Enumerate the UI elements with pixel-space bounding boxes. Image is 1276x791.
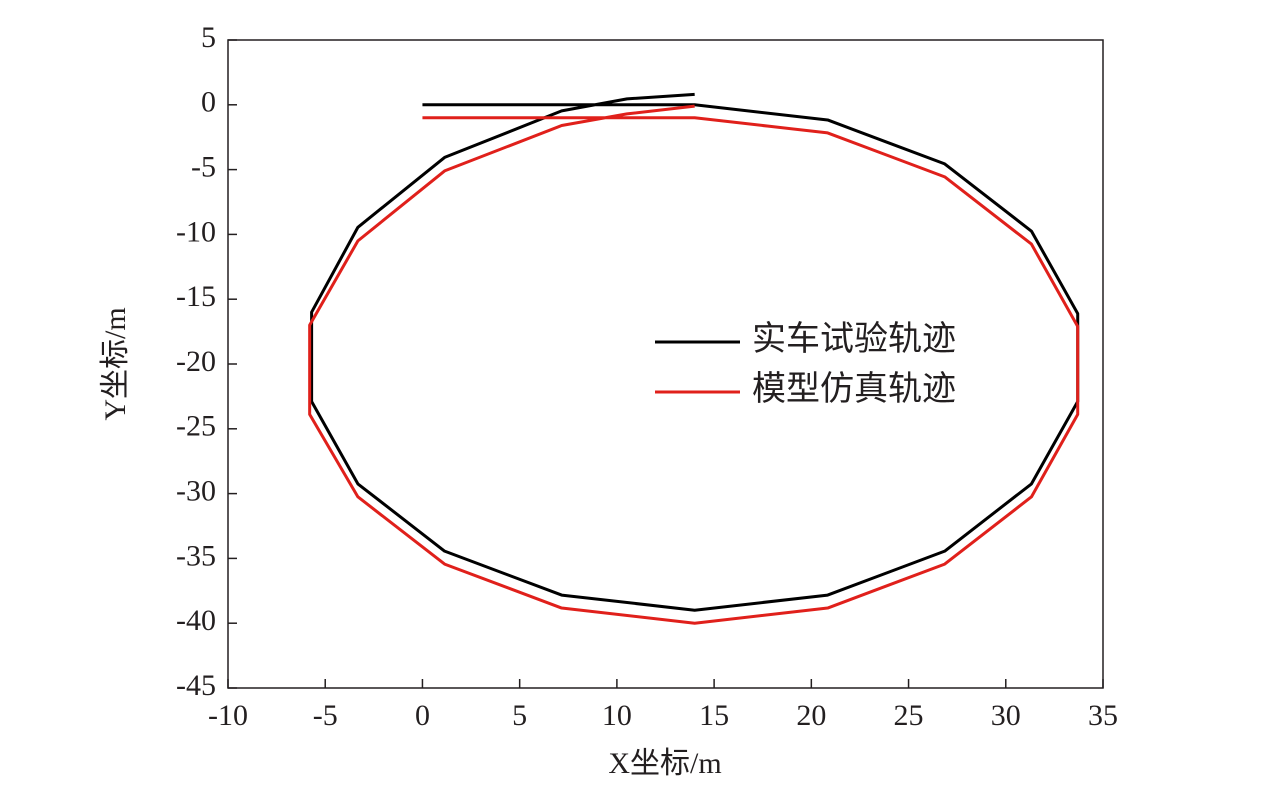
x-tick-label: 10 (602, 699, 632, 732)
y-tick-label: -30 (176, 474, 216, 507)
y-tick-label: 5 (201, 21, 216, 54)
legend-label: 实车试验轨迹 (752, 320, 956, 358)
y-axis-label: Y坐标/m (99, 307, 132, 420)
y-tick-label: -45 (176, 669, 216, 702)
trajectory-line (308, 104, 1080, 625)
y-tick-label: -10 (176, 215, 216, 248)
y-tick-label: 0 (201, 86, 216, 119)
x-tick-label: 25 (894, 699, 924, 732)
y-tick-label: -35 (176, 539, 216, 572)
y-tick-label: -40 (176, 604, 216, 637)
y-tick-label: -15 (176, 280, 216, 313)
x-tick-label: -5 (313, 699, 338, 732)
x-tick-label: 35 (1088, 699, 1118, 732)
x-axis-label: X坐标/m (608, 747, 721, 780)
plot-frame (227, 39, 1104, 689)
y-tick-label: -25 (176, 410, 216, 443)
y-tick-label: -20 (176, 345, 216, 378)
trajectory-line (310, 92, 1080, 612)
x-tick-label: 30 (991, 699, 1021, 732)
legend-label: 模型仿真轨迹 (752, 370, 956, 408)
y-tick-label: -5 (191, 150, 216, 183)
x-tick-label: 0 (415, 699, 430, 732)
x-tick-label: 5 (512, 699, 527, 732)
x-tick-label: 15 (699, 699, 729, 732)
x-tick-label: 20 (796, 699, 826, 732)
x-tick-label: -10 (208, 699, 248, 732)
